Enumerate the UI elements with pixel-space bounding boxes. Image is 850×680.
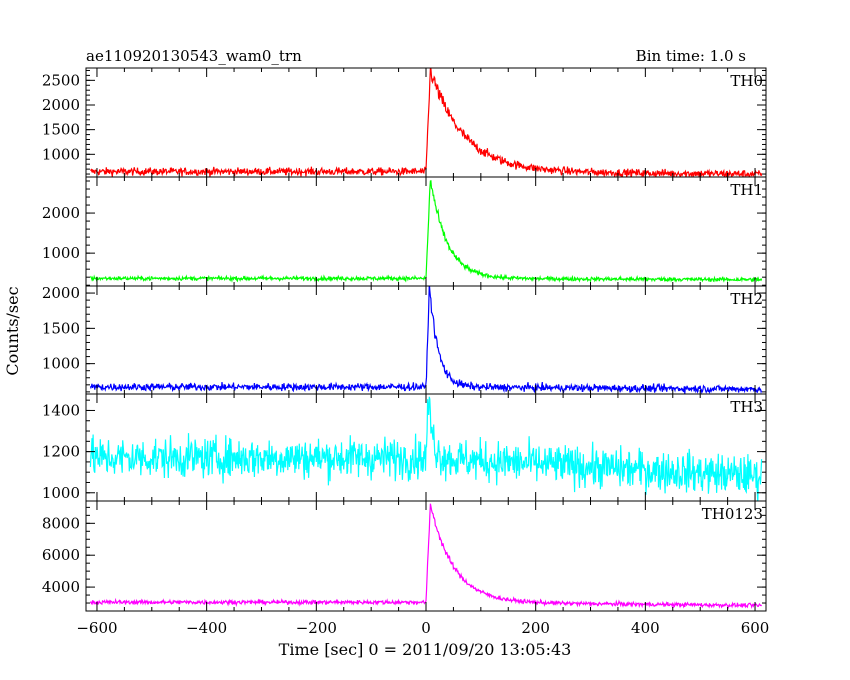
series-line-th0: [89, 68, 763, 177]
y-tick-label: 2000: [42, 284, 80, 302]
x-tick-label: −600: [76, 619, 117, 637]
panel-th0: 1000 1500 2000 2500 TH0: [42, 67, 767, 178]
y-tick-label: 1400: [42, 401, 80, 419]
x-axis-label: Time [sec] 0 = 2011/09/20 13:05:43: [279, 640, 572, 659]
panel-label: TH0123: [702, 505, 763, 523]
panel-th0123: 4000 6000 8000 TH0123: [42, 500, 767, 612]
series-line-th0123: [89, 503, 763, 610]
x-tick-label: −400: [186, 619, 227, 637]
y-tick-label: 1500: [42, 319, 80, 337]
x-tick-label: 0: [421, 619, 431, 637]
panel-label: TH0: [730, 72, 763, 90]
panel-th2: 1000 1500 2000 TH2: [42, 284, 767, 395]
panel-th3: 1000 1200 1400 TH3: [42, 393, 767, 502]
chart-title: ae110920130543_wam0_trn: [86, 47, 302, 65]
y-tick-label: 1500: [42, 121, 80, 139]
y-tick-label: 1200: [42, 443, 80, 461]
y-tick-label: 1000: [42, 145, 80, 163]
x-tick-label: −200: [296, 619, 337, 637]
y-tick-label: 2000: [42, 96, 80, 114]
y-tick-label: 2000: [42, 204, 80, 222]
panel-label: TH3: [730, 398, 763, 416]
series-line-th3: [89, 396, 763, 501]
panel-label: TH1: [730, 181, 763, 199]
y-tick-label: 1000: [42, 355, 80, 373]
x-tick-label: 600: [741, 619, 770, 637]
x-axis: −600 −400 −200 0 200 400 600: [76, 619, 769, 637]
panel-th1: 1000 2000 TH1: [42, 176, 767, 287]
y-tick-label: 6000: [42, 546, 80, 564]
y-tick-label: 8000: [42, 514, 80, 532]
bin-time-label: Bin time: 1.0 s: [636, 47, 746, 65]
y-tick-label: 4000: [42, 578, 80, 596]
x-tick-label: 400: [631, 619, 660, 637]
x-tick-label: 200: [521, 619, 550, 637]
y-tick-label: 1000: [42, 484, 80, 502]
y-tick-label: 1000: [42, 244, 80, 262]
panels-group: 1000 1500 2000 2500 TH0 1000 2000 TH1 1000 1500 20…: [42, 67, 767, 612]
series-line-th2: [89, 286, 763, 394]
panel-label: TH2: [730, 290, 763, 308]
y-axis-label: Counts/sec: [3, 286, 22, 375]
y-tick-label: 2500: [42, 71, 80, 89]
series-line-th1: [89, 180, 763, 283]
